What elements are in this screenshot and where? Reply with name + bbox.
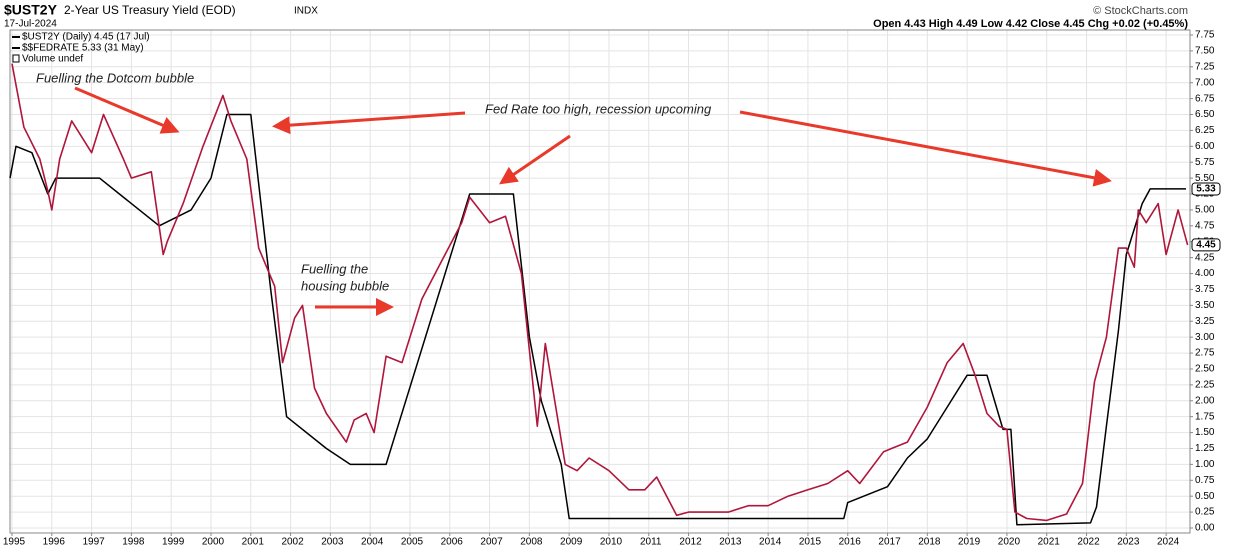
legend-label: Volume undef [22,54,83,65]
y-tick-label: 4.25 [1195,252,1215,263]
symbol: $UST2Y [4,2,58,18]
y-tick-label: 2.50 [1195,364,1215,375]
annotation: Fuelling the [301,261,368,276]
x-tick-label: 2013 [719,537,742,548]
x-tick-label: 2024 [1157,537,1180,548]
annotation: Fuelling the Dotcom bubble [36,70,194,85]
x-tick-label: 1999 [162,537,185,548]
x-tick-label: 2000 [202,537,225,548]
y-tick-label: 7.00 [1195,77,1215,88]
y-tick-label: 2.75 [1195,348,1215,359]
x-tick-label: 2002 [281,537,304,548]
exchange: INDX [294,6,318,17]
y-tick-label: 3.25 [1195,316,1215,327]
y-tick-label: 5.00 [1195,205,1215,216]
annotation: housing bubble [301,278,389,293]
x-tick-label: 2007 [480,537,503,548]
x-tick-label: 2012 [679,537,702,548]
y-tick-label: 4.75 [1195,220,1215,231]
x-tick-label: 1995 [3,537,26,548]
x-tick-label: 2020 [998,537,1021,548]
arrow [74,86,180,134]
x-tick-label: 2004 [361,537,384,548]
last-value-label: 5.33 [1196,184,1216,195]
credit: © StockCharts.com [1093,5,1188,17]
x-tick-label: 1998 [122,537,145,548]
legend-label: $$FEDRATE 5.33 (31 May) [22,43,144,54]
date: 17-Jul-2024 [4,19,57,30]
arrow [272,111,466,135]
last-value-box [1191,238,1221,252]
x-tick-label: 2021 [1038,537,1061,548]
y-tick-label: 6.75 [1195,93,1215,104]
series-line [9,113,1186,526]
y-tick-label: 1.50 [1195,427,1215,438]
y-tick-label: 0.75 [1195,475,1215,486]
x-tick-label: 2014 [759,537,782,548]
y-tick-label: 6.50 [1195,109,1215,120]
legend: $UST2Y (Daily) 4.45 (17 Jul) $$FEDRATE 5… [12,32,150,65]
x-tick-label: 2001 [242,537,265,548]
y-tick-label: 5.75 [1195,157,1215,168]
y-tick-label: 7.75 [1195,30,1215,41]
y-tick-label: 3.00 [1195,332,1215,343]
last-value-box [1191,182,1221,196]
x-tick-label: 1997 [82,537,105,548]
x-tick-label: 2009 [560,537,583,548]
x-tick-label: 2017 [878,537,901,548]
x-tick-label: 1996 [43,537,66,548]
x-tick-label: 2005 [401,537,424,548]
subtitle: 2-Year US Treasury Yield (EOD) [64,3,236,17]
x-tick-label: 2006 [441,537,464,548]
y-tick-label: 1.75 [1195,411,1215,422]
y-tick-label: 1.00 [1195,459,1215,470]
y-tick-label: 7.50 [1195,46,1215,57]
quote: Open 4.43 High 4.49 Low 4.42 Close 4.45 … [873,18,1188,30]
legend-swatch [12,54,20,63]
x-tick-label: 2016 [839,537,862,548]
annotations: Fuelling the Dotcom bubble Fed Rate too … [36,70,1112,316]
x-tick-label: 2019 [958,537,981,548]
y-tick-label: 0.50 [1195,491,1215,502]
y-tick-label: 6.25 [1195,125,1215,136]
y-tick-label: 2.00 [1195,395,1215,406]
plot-frame [9,29,1191,534]
y-tick-label: 0.00 [1195,523,1215,534]
x-tick-label: 2008 [520,537,543,548]
series-line [11,63,1189,522]
y-tick-label: 3.50 [1195,300,1215,311]
x-tick-label: 2018 [918,537,941,548]
y-tick-label: 1.25 [1195,443,1215,454]
grid [10,30,1190,533]
y-tick-label: 4.00 [1195,268,1215,279]
y-tick-label: 6.00 [1195,141,1215,152]
annotation: Fed Rate too high, recession upcoming [485,101,712,116]
x-tick-label: 2015 [799,537,822,548]
x-tick-label: 2023 [1117,537,1140,548]
x-tick-label: 2010 [600,537,623,548]
y-tick-label: 3.75 [1195,284,1215,295]
x-tick-label: 2022 [1077,537,1100,548]
x-tick-label: 2011 [640,537,662,548]
arrow [499,134,571,185]
last-value-label: 4.45 [1196,240,1216,251]
series-group [9,63,1189,526]
y-tick-label: 2.25 [1195,380,1215,391]
x-tick-label: 2003 [321,537,344,548]
y-tick-label: 0.25 [1195,507,1215,518]
y-tick-label: 5.50 [1195,173,1215,184]
y-tick-label: 7.25 [1195,61,1215,72]
arrow [739,110,1112,187]
legend-label: $UST2Y (Daily) 4.45 (17 Jul) [22,32,150,43]
